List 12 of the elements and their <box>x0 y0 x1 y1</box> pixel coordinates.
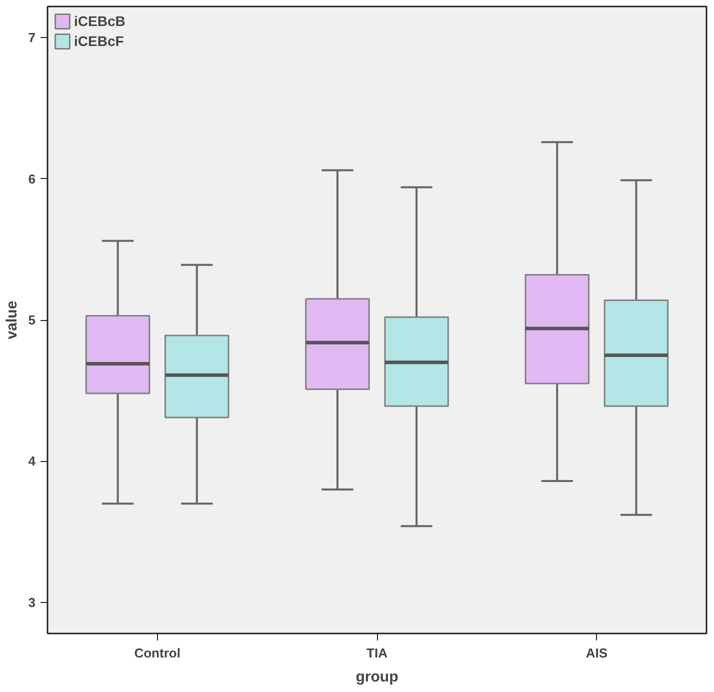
x-tick-label: TIA <box>366 646 388 660</box>
y-tick-label: 5 <box>28 312 36 328</box>
y-tick-label: 6 <box>28 171 36 186</box>
legend-label: iCEBcF <box>74 33 124 49</box>
legend-label: iCEBcB <box>74 13 126 29</box>
x-tick-label: Control <box>134 646 180 660</box>
x-tick-label: AIS <box>586 646 608 660</box>
y-tick-label: 4 <box>28 454 36 469</box>
y-tick-label: 3 <box>28 594 36 610</box>
y-tick-label: 7 <box>28 30 36 46</box>
y-axis-title: value <box>3 300 20 340</box>
x-axis-title: group <box>356 668 398 686</box>
